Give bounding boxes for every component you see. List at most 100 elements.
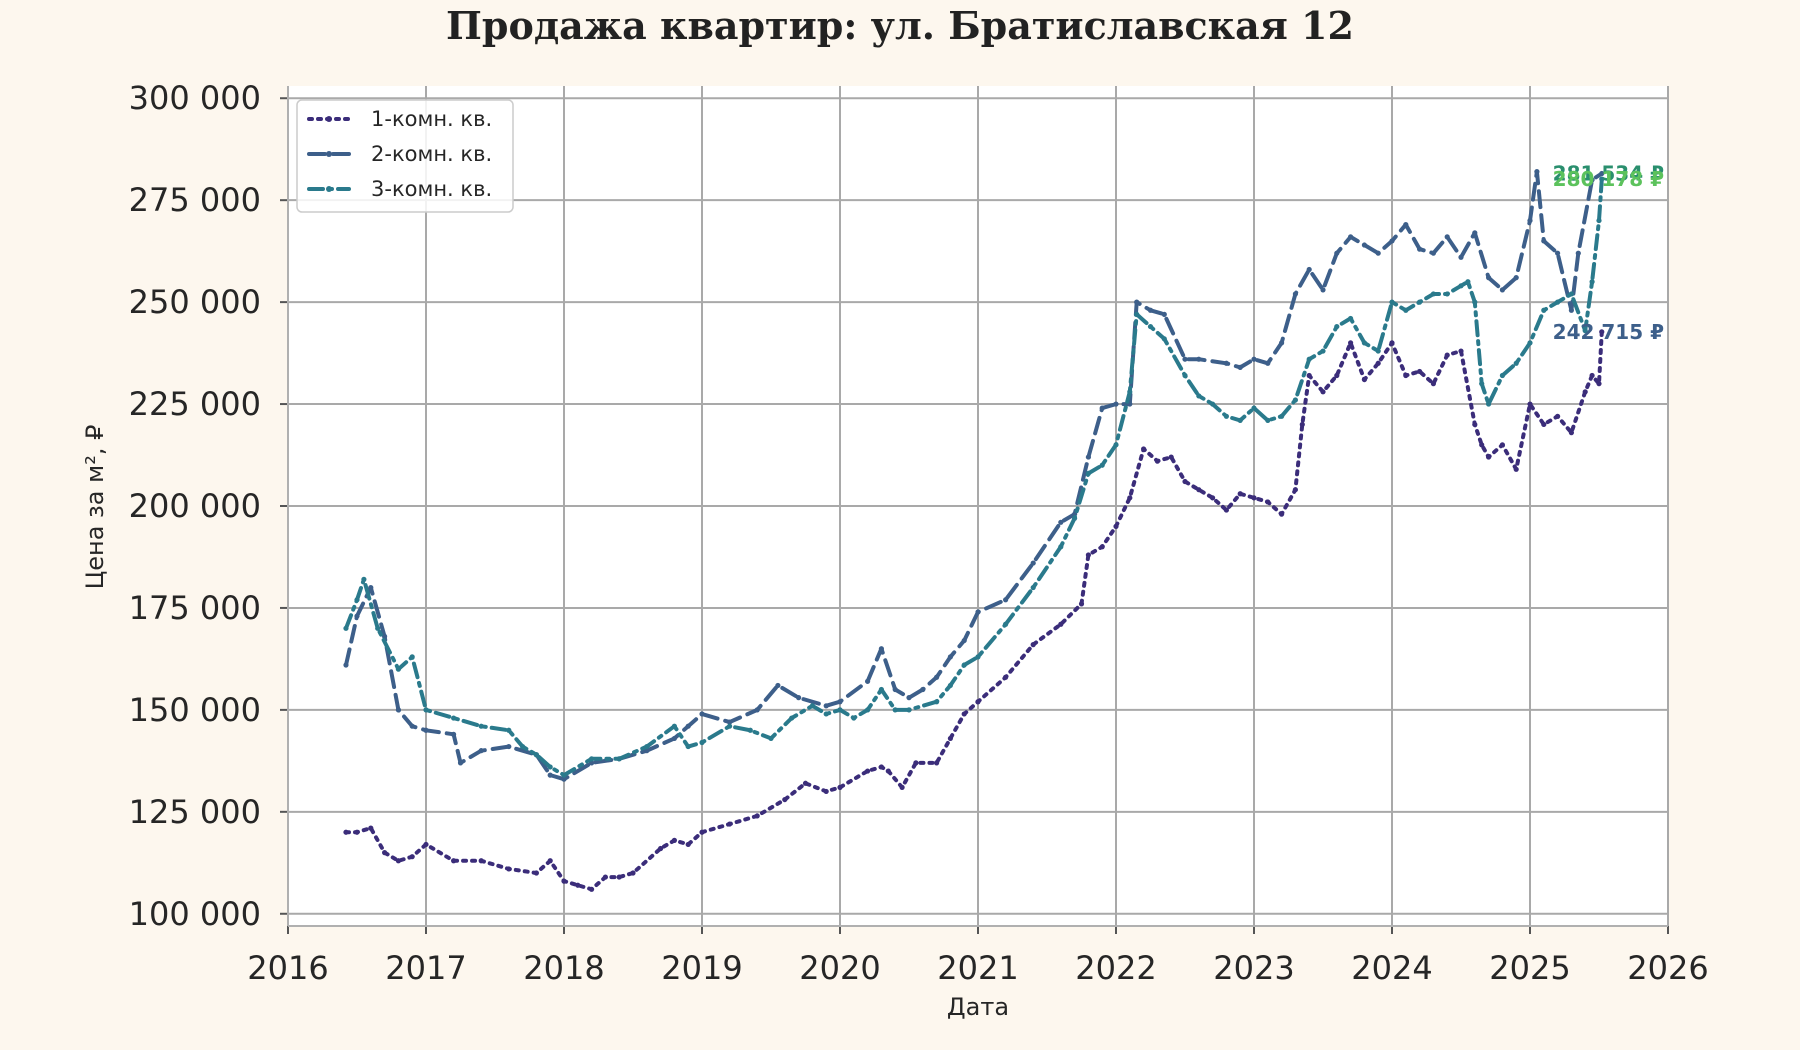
data-point (616, 874, 622, 880)
data-point (1472, 299, 1478, 305)
data-point (727, 821, 733, 827)
data-point (899, 784, 905, 790)
data-point (685, 841, 691, 848)
data-point (1589, 372, 1595, 379)
x-tick-label: 2016 (247, 949, 328, 987)
data-point (589, 756, 595, 762)
legend: 1-комн. кв. 2-комн. кв. 3-комн. кв. (296, 99, 514, 213)
data-point (1599, 329, 1605, 335)
data-point (1430, 291, 1436, 297)
data-point (1030, 584, 1036, 591)
legend-label: 3-комн. кв. (371, 177, 492, 201)
data-point (1541, 307, 1547, 313)
data-point (1458, 283, 1464, 289)
data-point (947, 654, 954, 660)
data-point (1527, 217, 1533, 224)
data-point (1555, 299, 1561, 305)
series-2-комн. кв. (343, 169, 1605, 782)
data-point (1078, 601, 1085, 607)
data-point (865, 678, 871, 684)
data-point (547, 858, 553, 864)
data-point (961, 711, 967, 717)
data-point (1306, 266, 1312, 273)
data-point (1127, 495, 1133, 501)
data-point (382, 850, 388, 856)
data-point (658, 845, 664, 852)
x-tick-label: 2023 (1213, 949, 1294, 987)
data-point (878, 764, 885, 770)
data-point (1499, 372, 1505, 379)
data-point (934, 760, 940, 766)
data-point (451, 715, 457, 721)
data-point (865, 707, 871, 713)
data-point (782, 796, 788, 803)
data-point (1444, 234, 1450, 240)
data-point (561, 878, 567, 884)
data-point (1534, 169, 1540, 175)
data-point (409, 654, 415, 660)
legend-label: 2-комн. кв. (371, 142, 492, 166)
data-point (1513, 360, 1519, 366)
x-tick-label: 2026 (1627, 949, 1708, 987)
data-point (1361, 340, 1367, 346)
data-point (1168, 454, 1174, 460)
legend-marker (326, 186, 332, 192)
data-point (409, 723, 415, 729)
data-point (1444, 291, 1450, 297)
data-point (1182, 372, 1188, 379)
data-point (1417, 299, 1423, 305)
data-point (1127, 389, 1133, 395)
data-point (1113, 442, 1119, 448)
data-point (354, 829, 360, 835)
y-tick-label: 300 000 (129, 79, 261, 117)
data-point (975, 654, 981, 660)
legend-marker (326, 116, 332, 122)
data-point (1251, 356, 1257, 362)
data-point (1099, 405, 1105, 411)
data-point (1486, 454, 1492, 460)
data-point (1513, 466, 1519, 472)
data-point (1389, 238, 1395, 244)
data-point (375, 625, 381, 631)
data-point (547, 764, 553, 770)
data-point (1458, 254, 1464, 260)
data-point (1568, 430, 1574, 436)
data-point (823, 703, 829, 709)
data-point (368, 825, 374, 831)
x-tick-label: 2018 (523, 949, 604, 987)
data-point (1251, 405, 1257, 411)
data-point (1486, 401, 1492, 407)
data-point (1210, 495, 1216, 501)
data-point (947, 735, 954, 742)
end-value-label: 242 715 ₽ (1553, 320, 1664, 344)
data-point (1348, 315, 1354, 322)
data-point (1147, 323, 1154, 330)
data-point (1403, 222, 1409, 228)
data-point (892, 686, 898, 693)
data-point (754, 813, 760, 819)
data-point (1147, 307, 1154, 313)
data-point (1003, 674, 1009, 680)
data-point (1141, 446, 1147, 452)
data-point (457, 760, 464, 766)
x-tick-label: 2020 (799, 949, 880, 987)
data-point (1292, 397, 1298, 403)
data-point (1134, 311, 1140, 317)
data-point (1292, 487, 1298, 493)
data-point (699, 829, 705, 835)
x-tick-label: 2017 (385, 949, 466, 987)
data-point (1003, 621, 1009, 627)
data-point (1306, 356, 1312, 362)
data-point (727, 719, 733, 725)
data-point (1196, 487, 1202, 493)
data-point (1265, 417, 1271, 423)
data-point (975, 609, 981, 615)
data-point (1582, 389, 1588, 395)
data-point (1265, 360, 1271, 366)
data-point (1465, 279, 1471, 285)
data-point (809, 703, 816, 709)
data-point (1499, 287, 1505, 293)
data-point (1072, 515, 1078, 521)
data-point (1596, 381, 1602, 387)
data-point (1306, 372, 1312, 379)
